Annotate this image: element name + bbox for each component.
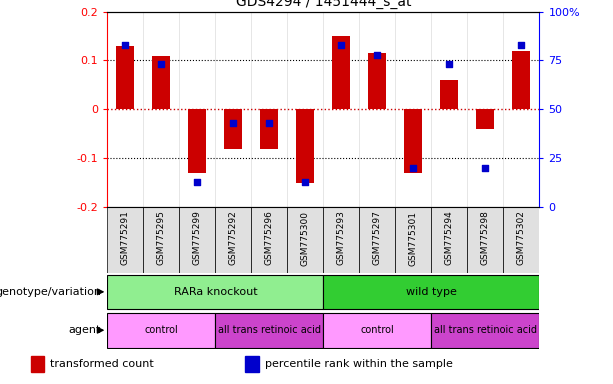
Bar — [359, 207, 395, 273]
Text: control: control — [145, 325, 178, 335]
Point — [337, 42, 346, 48]
Text: GSM775295: GSM775295 — [157, 211, 166, 265]
Bar — [287, 207, 324, 273]
Bar — [215, 207, 251, 273]
Bar — [107, 313, 215, 348]
Text: wild type: wild type — [406, 287, 457, 297]
Bar — [152, 56, 170, 109]
Bar — [215, 313, 324, 348]
Text: agent: agent — [69, 325, 101, 335]
Bar — [432, 313, 539, 348]
Bar — [395, 207, 432, 273]
Bar — [296, 109, 314, 183]
Bar — [324, 275, 539, 309]
Bar — [116, 46, 134, 109]
Point — [444, 61, 454, 68]
Text: RARa knockout: RARa knockout — [173, 287, 257, 297]
Point — [192, 179, 202, 185]
Text: percentile rank within the sample: percentile rank within the sample — [265, 359, 452, 369]
Bar — [503, 207, 539, 273]
Bar — [405, 109, 422, 173]
Point — [481, 165, 490, 171]
Title: GDS4294 / 1451444_s_at: GDS4294 / 1451444_s_at — [235, 0, 411, 9]
Text: all trans retinoic acid: all trans retinoic acid — [434, 325, 537, 335]
Text: GSM775297: GSM775297 — [373, 211, 382, 265]
Bar — [143, 207, 180, 273]
Bar — [245, 356, 259, 372]
Text: genotype/variation: genotype/variation — [0, 287, 101, 297]
Point — [408, 165, 418, 171]
Bar — [432, 207, 467, 273]
Text: all trans retinoic acid: all trans retinoic acid — [218, 325, 321, 335]
Text: GSM775300: GSM775300 — [301, 211, 310, 266]
Point — [300, 179, 310, 185]
Bar — [512, 51, 530, 109]
Text: GSM775296: GSM775296 — [265, 211, 274, 265]
Point — [120, 42, 130, 48]
Text: transformed count: transformed count — [50, 359, 154, 369]
Point — [156, 61, 166, 68]
Text: GSM775302: GSM775302 — [517, 211, 526, 265]
Bar — [224, 109, 242, 149]
Point — [373, 51, 383, 58]
Point — [264, 120, 274, 126]
Bar — [188, 109, 207, 173]
Bar — [440, 80, 459, 109]
Bar — [31, 356, 44, 372]
Bar — [179, 207, 215, 273]
Text: GSM775291: GSM775291 — [121, 211, 130, 265]
Point — [517, 42, 527, 48]
Text: GSM775298: GSM775298 — [481, 211, 490, 265]
Bar — [324, 313, 432, 348]
Bar — [324, 207, 359, 273]
Bar — [332, 36, 351, 109]
Text: GSM775299: GSM775299 — [193, 211, 202, 265]
Text: GSM775301: GSM775301 — [409, 211, 418, 266]
Text: control: control — [360, 325, 394, 335]
Bar — [468, 207, 503, 273]
Bar — [476, 109, 495, 129]
Text: GSM775293: GSM775293 — [337, 211, 346, 265]
Bar — [261, 109, 278, 149]
Bar — [107, 275, 324, 309]
Bar — [107, 207, 143, 273]
Text: GSM775294: GSM775294 — [445, 211, 454, 265]
Bar — [251, 207, 287, 273]
Point — [229, 120, 238, 126]
Bar — [368, 53, 386, 109]
Text: GSM775292: GSM775292 — [229, 211, 238, 265]
